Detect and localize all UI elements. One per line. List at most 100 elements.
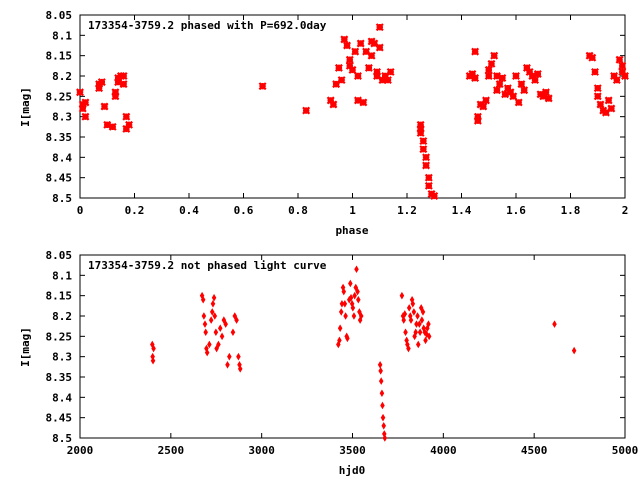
phased-data-point — [419, 137, 428, 146]
unphased-data-point — [377, 361, 383, 369]
unphased-y-tick-label: 8.25 — [46, 330, 73, 343]
phased-data-point — [612, 76, 621, 85]
unphased-y-tick-label: 8.3 — [52, 351, 72, 364]
unphased-data-point — [382, 434, 388, 442]
phased-data-point — [591, 67, 600, 76]
phased-data-point — [422, 161, 431, 170]
unphased-data-point — [227, 352, 232, 361]
phased-plot-title: 173354-3759.2 phased with P=692.0day — [88, 19, 327, 32]
unphased-data-point — [210, 300, 216, 308]
phased-data-point — [81, 112, 90, 121]
unphased-data-point — [410, 300, 416, 308]
unphased-y-tick-label: 8.05 — [46, 249, 73, 262]
unphased-data-point — [408, 316, 414, 324]
unphased-data-point — [213, 328, 219, 337]
phased-data-point — [517, 80, 526, 89]
unphased-data-point — [204, 348, 210, 357]
unphased-data-point — [423, 336, 428, 345]
phased-data-point — [501, 90, 510, 99]
phased-data-point — [621, 72, 629, 80]
unphased-data-point — [219, 332, 225, 341]
phased-plot-frame — [79, 14, 626, 199]
phased-data-point — [122, 124, 131, 133]
unphased-data-point — [343, 312, 348, 320]
phased-data-point — [386, 67, 395, 76]
phased-data-point — [525, 67, 534, 76]
phased-y-tick-label: 8.45 — [46, 172, 73, 185]
unphased-x-tick-label: 2000 — [67, 444, 94, 457]
phased-data-point — [373, 67, 382, 76]
phased-data-point — [326, 96, 335, 105]
phased-y-tick-label: 8.35 — [46, 131, 73, 144]
phased-data-point — [345, 55, 354, 64]
unphased-data-point — [350, 304, 356, 312]
unphased-data-point — [379, 389, 385, 398]
phased-x-tick-label: 1.6 — [506, 204, 526, 217]
phased-data-point — [119, 80, 128, 89]
phased-data-point — [618, 67, 627, 76]
unphased-data-point — [426, 320, 431, 328]
unphased-data-point — [338, 308, 344, 316]
unphased-data-point — [353, 283, 359, 292]
phased-data-point — [416, 124, 425, 133]
unphased-data-point — [214, 344, 219, 353]
phased-data-point — [375, 23, 384, 32]
unphased-data-point — [217, 324, 223, 332]
unphased-x-tick-label: 3500 — [339, 444, 366, 457]
phased-data-point — [348, 65, 357, 74]
unphased-data-point — [413, 328, 418, 337]
unphased-data-point — [237, 365, 243, 373]
phased-x-tick-label: 0.2 — [125, 204, 145, 217]
phased-data-point — [509, 92, 518, 101]
phased-data-point — [544, 94, 553, 103]
phased-data-point — [381, 72, 390, 80]
phased-data-point — [471, 47, 480, 56]
phased-data-point — [514, 98, 523, 107]
phased-data-point — [332, 80, 341, 89]
phased-data-point — [492, 86, 501, 95]
phased-x-tick-label: 0.6 — [234, 204, 254, 217]
phased-data-point — [334, 63, 343, 72]
phased-data-point — [370, 39, 379, 48]
unphased-data-point — [571, 346, 577, 355]
unphased-data-point — [406, 304, 412, 312]
phased-y-tick-label: 8.4 — [52, 151, 72, 164]
unphased-y-tick-label: 8.45 — [46, 412, 73, 425]
unphased-data-point — [378, 377, 384, 385]
unphased-data-point — [337, 336, 342, 345]
unphased-data-point — [211, 293, 217, 302]
phased-data-point — [473, 116, 482, 125]
phased-data-point — [383, 76, 392, 85]
phased-plot-y-label: I[mag] — [19, 87, 32, 127]
phased-data-point — [607, 104, 616, 113]
unphased-data-point — [420, 308, 426, 316]
phased-data-point — [424, 181, 433, 190]
phased-data-point — [362, 47, 371, 56]
unphased-data-point — [200, 295, 206, 304]
phased-plot-panel: 173354-3759.2 phased with P=692.0day pha… — [19, 9, 629, 237]
unphased-data-point — [151, 344, 156, 353]
unphased-data-point — [355, 287, 360, 296]
phased-data-point — [473, 112, 482, 121]
unphased-data-point — [341, 287, 347, 296]
unphased-data-point — [417, 320, 422, 328]
unphased-y-tick-label: 8.15 — [46, 290, 73, 303]
unphased-plot-panel: 173354-3759.2 not phased light curve hjd… — [19, 249, 638, 477]
phased-y-tick-label: 8.5 — [52, 192, 72, 205]
unphased-data-point — [415, 312, 420, 320]
phased-data-point — [541, 88, 550, 97]
unphased-plot-title: 173354-3759.2 not phased light curve — [88, 259, 327, 272]
phased-data-point — [506, 88, 515, 97]
phased-data-point — [416, 128, 425, 137]
unphased-data-point — [356, 295, 361, 304]
unphased-data-point — [345, 334, 350, 343]
phased-data-point — [520, 86, 529, 95]
phased-data-point — [329, 100, 338, 109]
phased-x-tick-label: 0.8 — [288, 204, 308, 217]
phased-data-point — [416, 120, 425, 129]
phased-data-point — [351, 47, 360, 56]
unphased-data-point — [403, 328, 408, 337]
phased-data-point — [512, 72, 520, 80]
phased-data-point — [424, 173, 433, 182]
